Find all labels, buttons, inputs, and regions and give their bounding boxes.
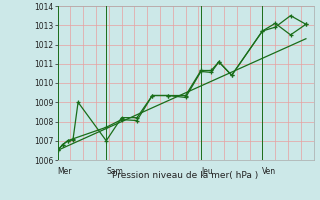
Text: Sam: Sam [106,167,123,176]
Text: Jeu: Jeu [201,167,213,176]
X-axis label: Pression niveau de la mer( hPa ): Pression niveau de la mer( hPa ) [112,171,259,180]
Text: Ven: Ven [262,167,276,176]
Text: Mer: Mer [58,167,72,176]
